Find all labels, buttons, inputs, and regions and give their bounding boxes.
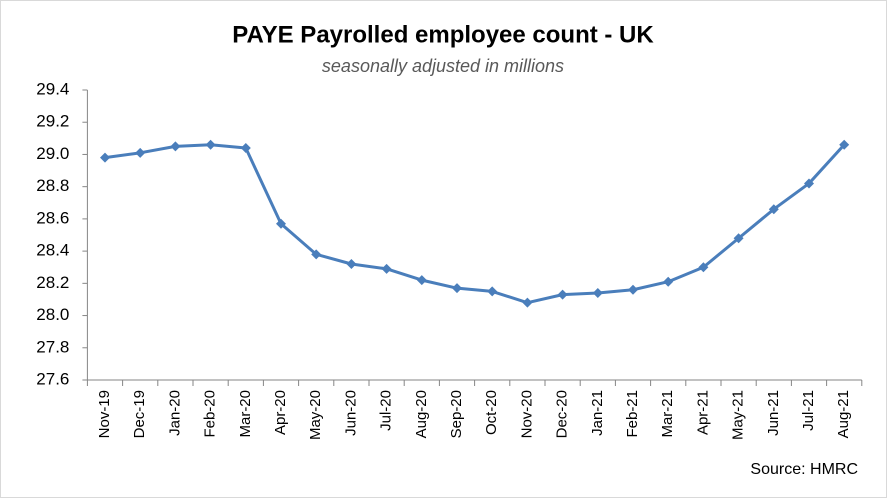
marker <box>240 143 251 153</box>
marker <box>100 152 110 163</box>
x-tick-label: Nov-19 <box>96 390 113 438</box>
x-tick-label: Feb-20 <box>202 390 219 438</box>
y-tick-label: 28.6 <box>36 208 69 227</box>
x-tick-label: May-21 <box>730 390 747 440</box>
x-tick-label: Jan-20 <box>166 390 183 436</box>
marker <box>487 286 498 297</box>
marker <box>592 288 603 298</box>
x-tick-label: Jun-20 <box>342 390 359 436</box>
x-tick-label: Aug-20 <box>413 390 430 438</box>
x-tick-label: May-20 <box>307 390 324 440</box>
line <box>104 143 846 305</box>
x-tick-label: Jan-21 <box>589 390 606 436</box>
y-tick-label: 29.4 <box>36 79 69 98</box>
x-tick-label: Apr-21 <box>694 390 711 435</box>
marker <box>135 147 146 158</box>
marker <box>804 178 814 189</box>
x-tick-label: Apr-20 <box>272 390 289 435</box>
y-tick-label: 27.6 <box>36 369 69 388</box>
x-tick-label: Dec-19 <box>131 390 148 438</box>
x-tick-label: Dec-20 <box>554 390 571 438</box>
y-tick-label: 28.2 <box>36 273 69 292</box>
marker <box>663 276 674 287</box>
x-tick-label: Mar-21 <box>659 390 676 438</box>
marker <box>698 262 709 273</box>
marker <box>170 141 181 152</box>
y-tick-label: 28.4 <box>36 241 69 260</box>
marker <box>522 297 533 308</box>
y-tick-label: 27.8 <box>36 337 69 356</box>
x-tick-label: Jun-21 <box>765 390 782 436</box>
source-note: Source: HMRC <box>750 461 858 478</box>
marker <box>452 283 462 294</box>
marker <box>416 275 427 286</box>
marker <box>346 259 357 269</box>
x-tick-label: Sep-20 <box>448 390 465 438</box>
marker <box>311 249 322 260</box>
marker <box>628 284 638 295</box>
marker <box>205 139 216 150</box>
marker <box>733 233 744 244</box>
x-tick-label: Oct-20 <box>483 390 500 435</box>
chart-title: PAYE Payrolled employee count - UK <box>232 21 654 48</box>
marker <box>381 263 392 274</box>
y-tick-label: 29.2 <box>36 112 69 131</box>
y-tick-label: 28.0 <box>36 305 69 324</box>
y-tick-label: 28.8 <box>36 176 69 195</box>
marker <box>276 218 286 229</box>
x-tick-label: Feb-21 <box>624 390 641 438</box>
chart-subtitle: seasonally adjusted in millions <box>322 56 564 76</box>
marker <box>839 139 850 150</box>
marker <box>768 204 779 215</box>
x-tick-label: Jul-21 <box>800 390 817 431</box>
y-tick-label: 29.0 <box>36 144 69 163</box>
marker <box>557 289 568 300</box>
x-tick-label: Mar-20 <box>237 390 254 438</box>
x-tick-label: Jul-20 <box>378 390 395 431</box>
x-tick-label: Aug-21 <box>835 390 852 438</box>
x-tick-label: Nov-20 <box>518 390 535 438</box>
